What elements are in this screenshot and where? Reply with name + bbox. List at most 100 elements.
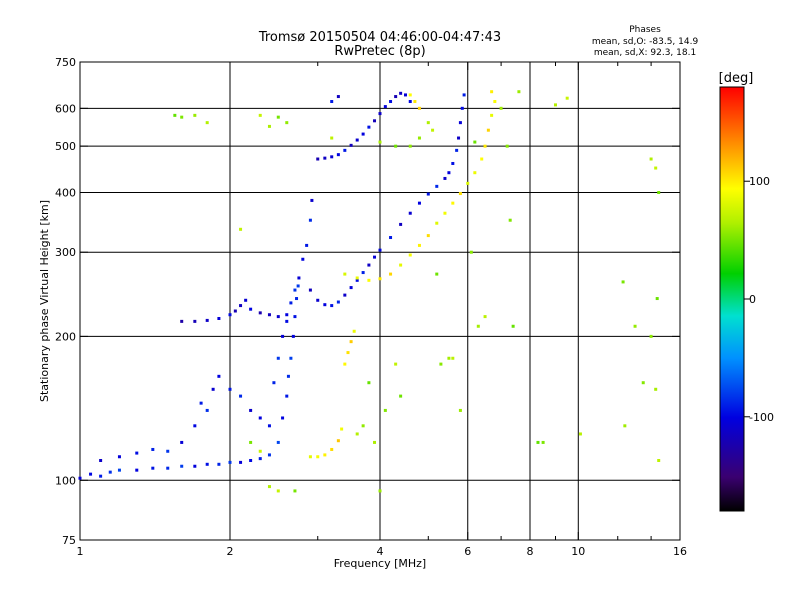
data-point [473, 140, 477, 144]
data-point [458, 192, 462, 196]
y-tick-label: 300 [55, 246, 76, 259]
data-point [233, 309, 237, 313]
data-point [281, 334, 285, 338]
data-point [135, 451, 139, 455]
chart-subtitle: RwPretec (8p) [334, 44, 425, 59]
data-point [276, 115, 280, 119]
data-point [205, 408, 209, 412]
data-point [205, 462, 209, 466]
legend-title: Phases [629, 25, 661, 35]
data-point [394, 362, 398, 366]
y-axis-label: Stationary phase Virtual Height [km] [38, 200, 51, 402]
data-point [394, 144, 398, 148]
data-point [239, 394, 243, 398]
data-point [316, 157, 320, 161]
data-point [451, 161, 455, 165]
data-point [336, 153, 340, 157]
data-point [462, 93, 466, 97]
data-point [336, 95, 340, 99]
data-point [447, 356, 451, 360]
y-tick-label: 400 [55, 186, 76, 199]
data-point [173, 113, 177, 117]
data-point [553, 103, 557, 107]
colorbar-tick-label: 100 [749, 175, 770, 188]
data-point [340, 427, 344, 431]
data-point [258, 311, 262, 315]
y-tick-label: 200 [55, 330, 76, 343]
data-point [293, 315, 297, 319]
data-point [323, 156, 327, 160]
data-point [361, 271, 365, 275]
data-point [135, 468, 139, 472]
data-point [378, 112, 382, 116]
data-point [323, 453, 327, 457]
data-point [330, 155, 334, 159]
data-point [355, 278, 359, 282]
data-point [655, 297, 659, 301]
data-point [649, 157, 653, 161]
data-points [78, 90, 661, 493]
data-point [289, 301, 293, 305]
data-point [578, 432, 582, 436]
data-point [267, 424, 271, 428]
data-point [117, 455, 121, 459]
data-point [466, 181, 470, 185]
data-point [286, 374, 290, 378]
data-point [361, 132, 365, 136]
data-point [293, 489, 297, 493]
data-point [657, 190, 661, 194]
data-point [389, 272, 393, 276]
data-point [267, 485, 271, 489]
data-point [654, 166, 658, 170]
data-point [285, 394, 289, 398]
data-point [417, 106, 421, 110]
data-point [443, 176, 447, 180]
data-point [389, 100, 393, 104]
data-point [249, 307, 253, 311]
data-point [349, 143, 353, 147]
x-tick-label: 8 [527, 545, 534, 558]
data-point [633, 324, 637, 328]
colorbar-tick-label: -100 [749, 411, 774, 424]
data-point [151, 447, 155, 451]
data-point [267, 453, 271, 457]
data-point [78, 476, 82, 480]
data-point [205, 318, 209, 322]
data-point [267, 313, 271, 317]
data-point [367, 263, 371, 267]
colorbar: [deg] 100 0 -100 [719, 71, 774, 512]
data-point [276, 440, 280, 444]
data-point [649, 334, 653, 338]
data-point [469, 250, 473, 254]
data-point [193, 113, 197, 117]
data-point [343, 148, 347, 152]
x-tick-label: 1 [77, 545, 84, 558]
data-point [228, 313, 232, 317]
data-point [480, 157, 484, 161]
data-point [483, 144, 487, 148]
data-point [417, 243, 421, 247]
data-point [621, 280, 625, 284]
data-point [349, 340, 353, 344]
data-point [272, 381, 276, 385]
data-point [228, 460, 232, 464]
data-point [285, 121, 289, 125]
data-point [258, 449, 262, 453]
data-point [276, 489, 280, 493]
data-point [367, 278, 371, 282]
data-point [336, 300, 340, 304]
data-point [89, 472, 93, 476]
legend-box: Phases mean, sd,O: -83.5, 14.9 mean, sd,… [592, 25, 699, 58]
data-point [355, 432, 359, 436]
data-point [249, 458, 253, 462]
data-point [431, 128, 435, 132]
data-point [330, 100, 334, 104]
data-point [458, 121, 462, 125]
data-point [426, 192, 430, 196]
data-point [346, 351, 350, 355]
data-point [408, 144, 412, 148]
data-point [330, 447, 334, 451]
data-point [205, 121, 209, 125]
data-point [217, 462, 221, 466]
data-point [295, 297, 299, 301]
